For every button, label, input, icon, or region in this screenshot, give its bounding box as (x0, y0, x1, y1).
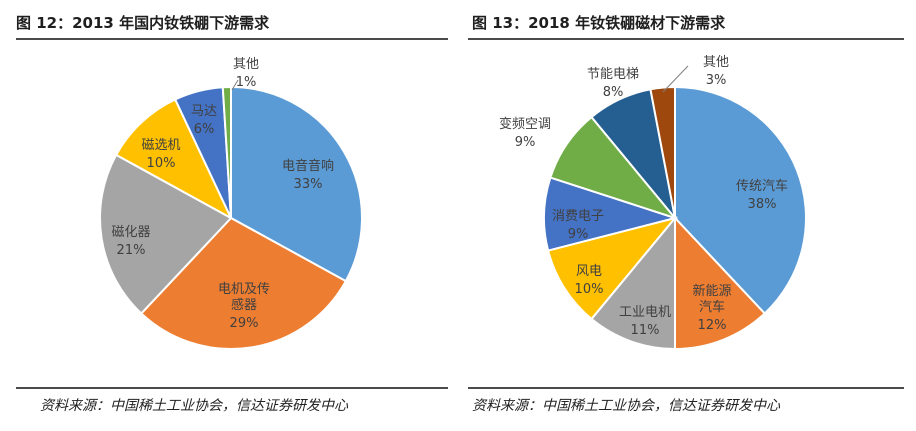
chart-1-label-1: 电音音响 (282, 158, 334, 174)
chart-1-value-label-5: 6% (194, 122, 215, 137)
chart-2-label-2-line-2: 汽车 (699, 299, 725, 315)
chart-2-title-rule (468, 38, 904, 40)
chart-1-label-5: 马达 (191, 104, 217, 119)
chart-2-value-label-8: 3% (706, 73, 727, 88)
chart-2-slice-1 (674, 85, 807, 315)
chart-1-leader-line-6 (231, 79, 239, 91)
chart-2-label-3: 工业电机 (619, 305, 671, 320)
chart-1-label-3: 磁化器 (111, 225, 150, 240)
chart-1-value-label-6: 1% (236, 75, 257, 90)
chart-1-value-label-1: 33% (294, 177, 323, 192)
chart-2-slice-2 (674, 215, 767, 351)
chart-2-source-rule (468, 387, 904, 389)
chart-1-slice-1 (230, 85, 364, 283)
chart-2-slice-8 (649, 85, 676, 219)
chart-2-leader-line-8 (662, 65, 689, 93)
chart-2-value-label-5: 9% (568, 227, 589, 242)
chart-2-source: 资料来源：中国稀土工业协会，信达证券研发中心 (472, 398, 780, 414)
chart-2-value-label-1: 38% (748, 197, 777, 212)
chart-2-label-2-line-1: 新能源 (692, 283, 731, 299)
chart-2-label-7: 节能电梯 (587, 67, 639, 82)
chart-2-value-label-2: 12% (698, 318, 727, 333)
chart-2-value-label-6: 9% (515, 135, 536, 150)
chart-1-title-rule (16, 38, 448, 40)
chart-1-label-2-line-2: 感器 (231, 297, 257, 313)
chart-2-label-4: 风电 (576, 264, 602, 279)
chart-2-label-5: 消费电子 (552, 209, 604, 224)
chart-1-source-rule (16, 387, 448, 389)
chart-2-value-label-4: 10% (575, 282, 604, 297)
chart-2-value-label-7: 8% (603, 85, 624, 100)
chart-1-slice-6 (221, 85, 232, 219)
chart-1-label-2-line-1: 电机及传 (218, 282, 270, 297)
chart-1-slice-3 (99, 153, 233, 315)
chart-2-label-6: 变频空调 (499, 116, 551, 132)
chart-1-slice-4 (114, 98, 234, 221)
chart-1-value-label-2: 29% (230, 316, 259, 331)
chart-2-label-8: 其他 (703, 55, 729, 70)
chart-1-title: 图 12：2013 年国内钕铁硼下游需求 (16, 14, 270, 32)
chart-2-title: 图 13：2018 年钕铁硼磁材下游需求 (472, 14, 726, 32)
chart-1-label-4: 磁选机 (141, 138, 180, 153)
chart-1-label-6: 其他 (233, 57, 259, 72)
chart-2-value-label-3: 11% (631, 323, 660, 338)
chart-1-slice-2 (139, 216, 348, 350)
chart-1-value-label-4: 10% (147, 156, 176, 171)
chart-1-source: 资料来源：中国稀土工业协会，信达证券研发中心 (40, 398, 348, 414)
chart-1-value-label-3: 21% (117, 243, 146, 258)
chart-2-slice-3 (590, 215, 676, 351)
chart-2-label-1: 传统汽车 (736, 178, 788, 194)
